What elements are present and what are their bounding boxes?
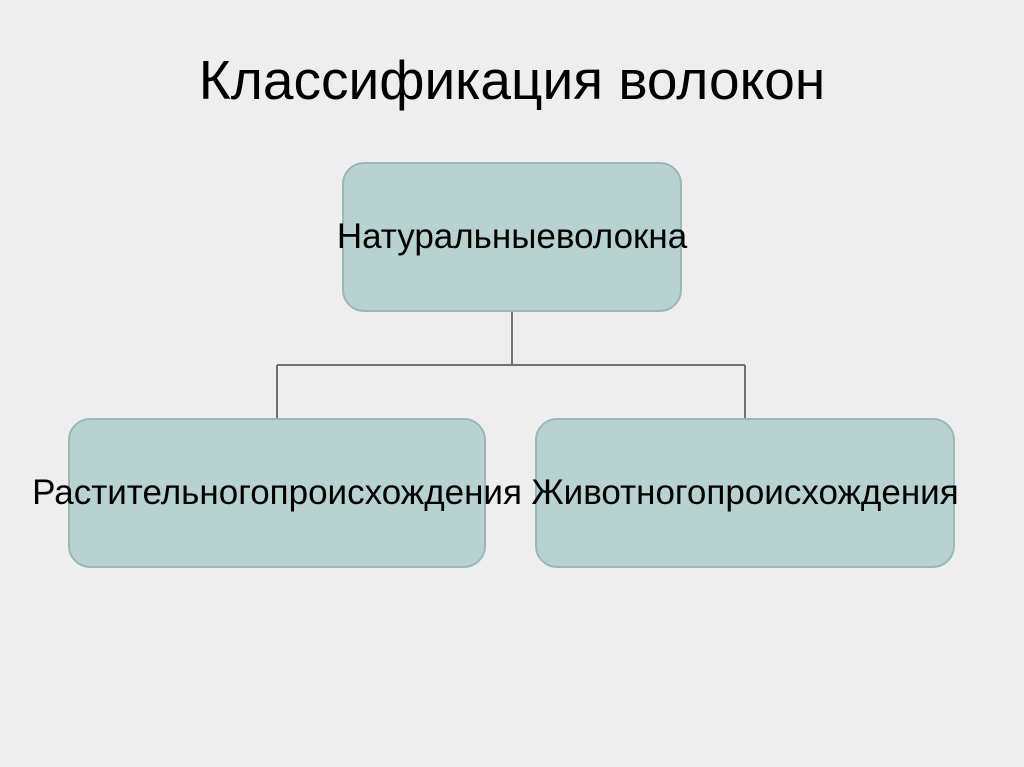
diagram-node-left: Растительногопроисхождения: [68, 418, 486, 568]
diagram-node-label-line: волокна: [556, 215, 687, 259]
diagram-node-label-line: Животного: [531, 471, 706, 515]
diagram-node-label-line: происхождения: [270, 471, 522, 515]
diagram-node-right: Животногопроисхождения: [535, 418, 955, 568]
diagram-node-label-line: Натуральные: [337, 215, 556, 259]
slide-title: Классификация волокон: [0, 48, 1024, 112]
diagram-node-label-line: происхождения: [706, 471, 958, 515]
diagram-node-root: Натуральныеволокна: [342, 162, 682, 312]
diagram-connectors: [0, 0, 1024, 767]
diagram-node-label-line: Растительного: [32, 471, 270, 515]
